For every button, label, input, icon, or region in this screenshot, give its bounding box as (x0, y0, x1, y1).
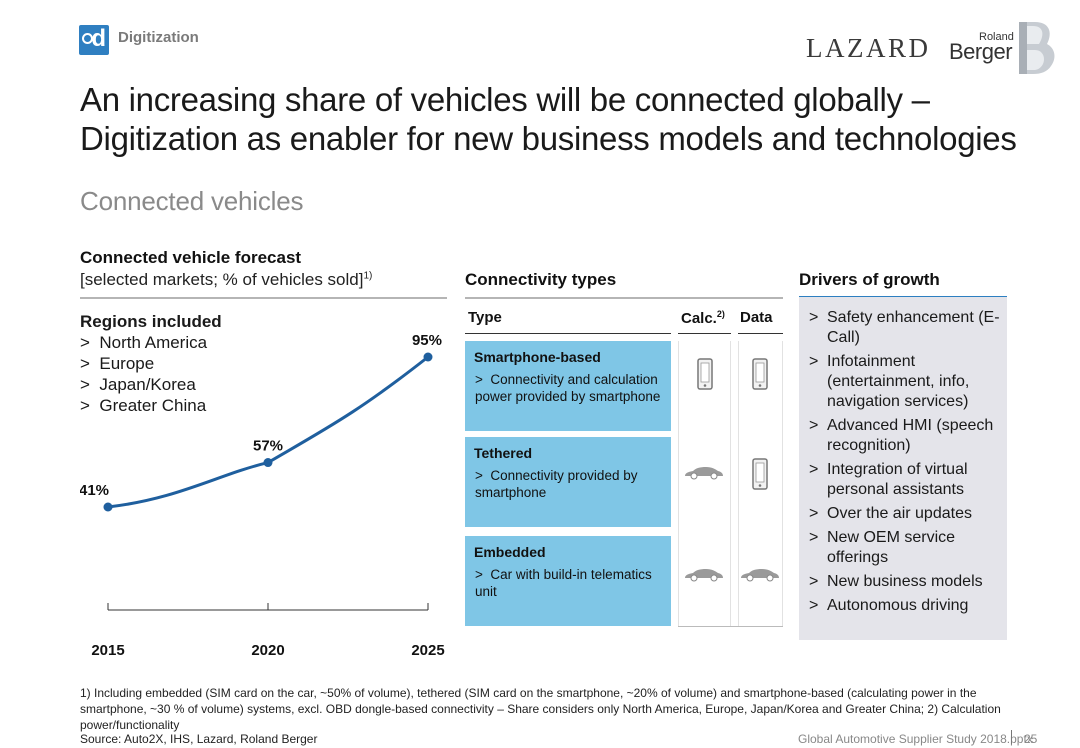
title-line-1: An increasing share of vehicles will be … (80, 81, 930, 118)
conn-row-title: Tethered (474, 445, 533, 461)
region-item: > Greater China (80, 396, 207, 415)
data-label-2015: 41% (80, 482, 109, 499)
source-line: Source: Auto2X, IHS, Lazard, Roland Berg… (80, 732, 318, 746)
forecast-rule (80, 297, 447, 299)
driver-item: Autonomous driving (807, 596, 1007, 616)
driver-item: New business models (807, 572, 1007, 592)
forecast-line-chart: 41% 2015 57% 2020 95% 2025 (80, 332, 445, 659)
table-bottom-rule (678, 626, 783, 627)
page-separator (1011, 730, 1012, 744)
x-tick-label-2015: 2015 (91, 642, 124, 659)
header-underline (465, 333, 671, 334)
forecast-subheading-sup: 1) (363, 270, 373, 282)
driver-item: Advanced HMI (speech recognition) (807, 416, 1007, 456)
region-item: > Japan/Korea (80, 375, 196, 394)
footnote: 1) Including embedded (SIM card on the c… (80, 686, 1001, 732)
section-tag: Digitization (118, 29, 199, 46)
forecast-heading: Connected vehicle forecast (80, 248, 302, 267)
header-underline (678, 333, 731, 334)
header-underline (738, 333, 783, 334)
data-label-2025: 95% (412, 332, 442, 349)
slide-subtitle: Connected vehicles (80, 186, 304, 216)
forecast-subheading: [selected markets; % of vehicles sold]1) (80, 270, 372, 290)
conn-row-title: Smartphone-based (474, 349, 601, 365)
forecast-subheading-text: [selected markets; % of vehicles sold] (80, 270, 364, 289)
data-point-2020 (263, 458, 273, 468)
drivers-list: Safety enhancement (E-Call) Infotainment… (799, 297, 1007, 640)
connectivity-heading: Connectivity types (465, 270, 617, 289)
data-point-2025 (423, 352, 433, 362)
conn-row-desc: > Car with build-in telematics unit (475, 567, 652, 599)
regions-included: Regions included > North America > Europ… (80, 311, 222, 416)
lazard-logo: LAZARD (806, 33, 931, 63)
conn-row-desc: > Connectivity and calculation power pro… (475, 372, 661, 404)
x-tick-label-2025: 2025 (411, 642, 444, 659)
car-icon (685, 467, 723, 480)
calc-column (678, 341, 731, 627)
x-tick-label-2020: 2020 (251, 642, 284, 659)
data-point-2015 (103, 502, 113, 512)
conn-row-desc: > Connectivity provided by smartphone (475, 468, 638, 500)
driver-item: New OEM service offerings (807, 528, 1007, 568)
col-header-calc: Calc.2) (681, 309, 725, 327)
col-header-type: Type (468, 309, 502, 326)
driver-item: Integration of virtual personal assistan… (807, 460, 1007, 500)
smartphone-icon (697, 358, 713, 390)
driver-item: Infotainment (entertainment, info, navig… (807, 352, 1007, 412)
data-label-2020: 57% (253, 438, 283, 455)
drivers-heading: Drivers of growth (799, 270, 940, 289)
series-line (107, 355, 429, 509)
regions-title: Regions included (80, 312, 222, 331)
driver-item: Over the air updates (807, 504, 1007, 524)
col-header-data: Data (740, 309, 773, 326)
region-item: > North America (80, 333, 208, 352)
roland-berger-logo-text: Berger (949, 39, 1013, 64)
conn-row-smartphone: Smartphone-based > Connectivity and calc… (465, 341, 671, 431)
conn-row-tethered: Tethered > Connectivity provided by smar… (465, 437, 671, 527)
page-number: 25 (1024, 732, 1038, 746)
roland-berger-b-logo-icon (1019, 22, 1055, 74)
smartphone-icon (752, 458, 768, 490)
data-column (738, 341, 783, 627)
conn-row-embedded: Embedded > Car with build-in telematics … (465, 536, 671, 626)
slide-title: An increasing share of vehicles will be … (80, 80, 1040, 158)
driver-item: Safety enhancement (E-Call) (807, 308, 1007, 348)
smartphone-icon (752, 358, 768, 390)
car-icon (685, 569, 723, 582)
conn-row-title: Embedded (474, 544, 546, 560)
roland-berger-logo-small: Roland (979, 31, 1014, 43)
connectivity-rule (465, 297, 783, 299)
region-item: > Europe (80, 354, 155, 373)
title-line-2: Digitization as enabler for new business… (80, 120, 1017, 157)
car-icon (741, 569, 779, 582)
document-name: Global Automotive Supplier Study 2018.pp… (798, 732, 1033, 746)
digitization-badge-icon: d (79, 25, 109, 55)
